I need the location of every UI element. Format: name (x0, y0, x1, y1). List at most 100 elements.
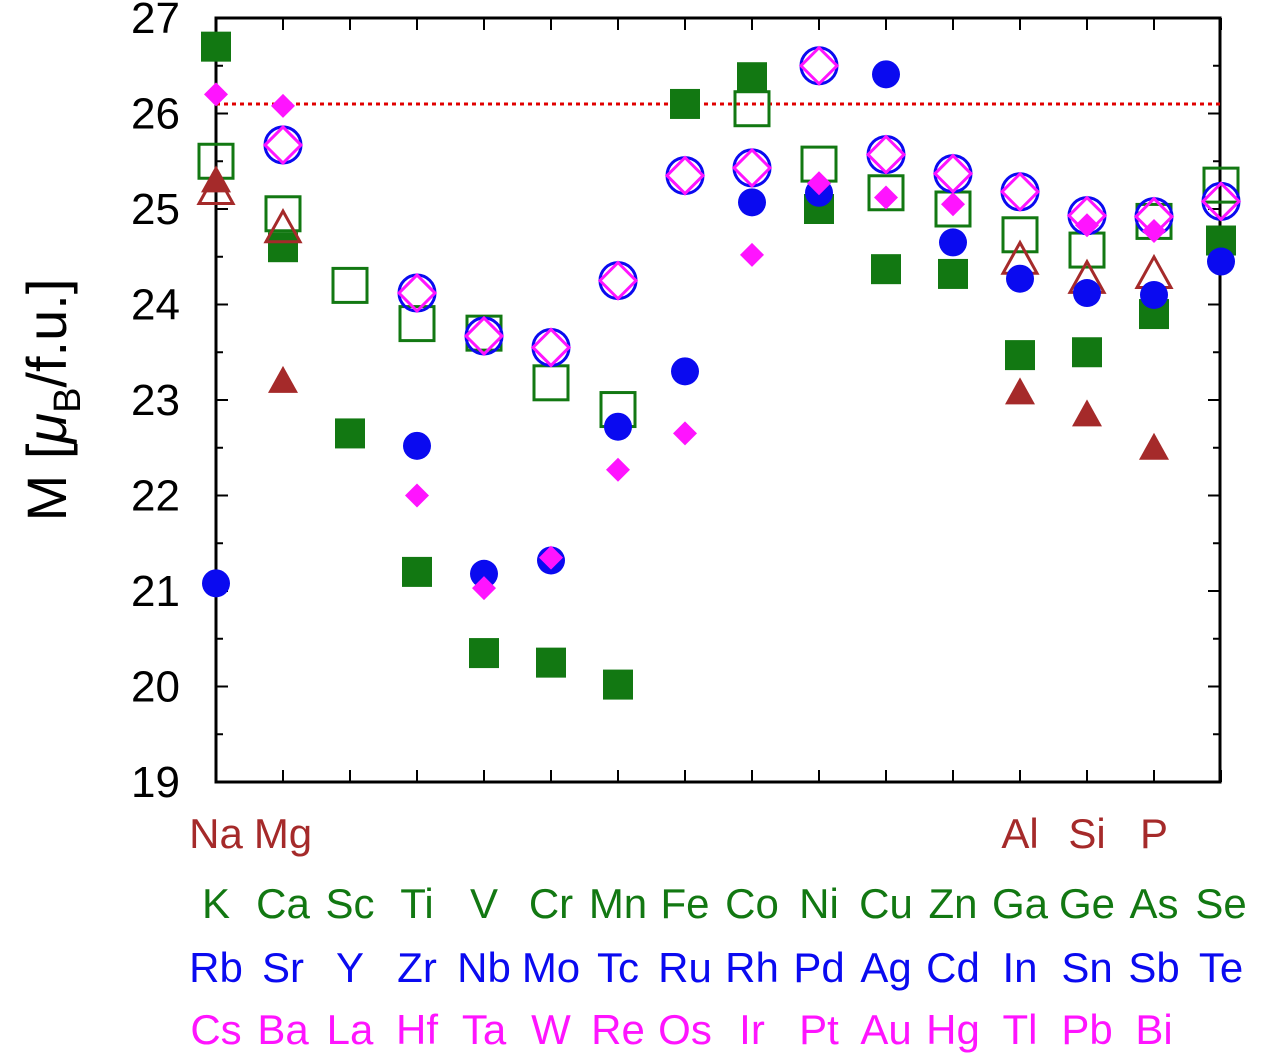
element-label: Cs (190, 1006, 241, 1053)
y-tick-label: 23 (131, 376, 180, 425)
y-tick-label: 21 (131, 567, 180, 616)
open-square-point (1001, 216, 1039, 254)
open-circle-point (799, 46, 839, 86)
open-square-point (1202, 166, 1240, 204)
open-diamond-point (865, 134, 907, 175)
filled-square-point (1005, 340, 1035, 371)
element-label: Pd (793, 944, 844, 991)
open-circle-point (732, 148, 772, 188)
element-label: Ti (400, 880, 433, 927)
filled-diamond-point (740, 242, 764, 267)
open-square-point (264, 195, 302, 233)
open-diamond-point (664, 155, 706, 196)
open-circle-point (665, 156, 705, 196)
y-tick-label: 25 (131, 185, 180, 234)
open-circle-point (1000, 172, 1040, 212)
element-label: P (1140, 810, 1168, 857)
open-triangle-point (196, 169, 236, 205)
open-diamond-point (932, 153, 974, 194)
open-circle-point (933, 154, 973, 194)
element-label: Rb (189, 944, 243, 991)
filled-square-point (402, 556, 432, 587)
open-square-point (532, 364, 570, 402)
element-label: Ru (658, 944, 712, 991)
element-label: Re (591, 1006, 645, 1053)
element-label: Nb (457, 944, 511, 991)
filled-triangle-point (1139, 432, 1169, 460)
element-label: Cd (926, 944, 980, 991)
element-label: Pt (799, 1006, 839, 1053)
open-triangle-point (263, 208, 303, 244)
filled-triangle-point (1005, 377, 1035, 405)
filled-square-point (603, 669, 633, 700)
filled-diamond-point (472, 576, 496, 601)
filled-square-point (670, 88, 700, 119)
filled-triangle-point (268, 365, 298, 393)
filled-circle-point (202, 569, 230, 598)
y-tick-label: 26 (131, 90, 180, 139)
filled-square-point (938, 258, 968, 289)
open-diamond-point (597, 260, 639, 301)
filled-diamond-point (807, 171, 831, 196)
element-label: Fe (660, 880, 709, 927)
element-label: Al (1001, 810, 1038, 857)
element-label: V (470, 880, 498, 927)
element-label: Mo (522, 944, 580, 991)
filled-diamond-point (271, 93, 295, 118)
filled-diamond-point (539, 545, 563, 570)
element-label: Mn (589, 880, 647, 927)
filled-square-point (871, 254, 901, 285)
open-square-point (867, 174, 905, 212)
open-diamond-point (463, 315, 505, 357)
filled-circle-point (1140, 280, 1168, 309)
filled-square-point (201, 31, 231, 62)
filled-triangle-point (1072, 399, 1102, 427)
element-label: Ir (739, 1006, 765, 1053)
element-label: Tc (597, 944, 639, 991)
filled-diamond-point (874, 185, 898, 210)
open-circle-point (263, 125, 303, 165)
open-diamond-point (1066, 195, 1108, 236)
element-label: Te (1199, 944, 1243, 991)
open-circle-point (866, 135, 906, 175)
open-diamond-point (530, 327, 572, 368)
element-label: Se (1195, 880, 1246, 927)
element-label: Zn (928, 880, 977, 927)
open-diamond-point (396, 272, 438, 314)
open-square-point (733, 90, 771, 128)
filled-square-point (737, 62, 767, 93)
element-label: Y (336, 944, 364, 991)
filled-square-point (268, 232, 298, 263)
open-diamond-point (1200, 181, 1242, 222)
element-label: Bi (1135, 1006, 1172, 1053)
open-diamond-point (798, 45, 840, 86)
element-label: Hg (926, 1006, 980, 1053)
element-label: Mg (254, 810, 312, 857)
open-diamond-point (999, 171, 1041, 212)
element-label: Sc (325, 880, 374, 927)
data-points (196, 31, 1242, 700)
element-label: Ga (992, 880, 1049, 927)
element-label: Rh (725, 944, 779, 991)
plot-frame (214, 16, 1222, 784)
element-label: Au (860, 1006, 911, 1053)
element-label: W (531, 1006, 571, 1053)
open-square-point (331, 266, 369, 304)
filled-circle-point (604, 412, 632, 441)
open-circle-point (464, 316, 504, 356)
filled-diamond-point (1075, 213, 1099, 238)
filled-diamond-point (941, 192, 965, 217)
element-label: La (327, 1006, 374, 1053)
y-tick-label: 19 (131, 758, 180, 807)
element-label: Si (1068, 810, 1105, 857)
filled-diamond-point (606, 457, 630, 482)
open-square-point (398, 305, 436, 343)
element-label: Sn (1061, 944, 1112, 991)
element-label: Ni (799, 880, 839, 927)
element-label: Sb (1128, 944, 1179, 991)
y-tick-labels: 19 20 21 22 23 24 25 26 27 (131, 0, 180, 807)
filled-square-point (536, 647, 566, 678)
element-label: K (202, 880, 230, 927)
element-label: Cu (859, 880, 913, 927)
